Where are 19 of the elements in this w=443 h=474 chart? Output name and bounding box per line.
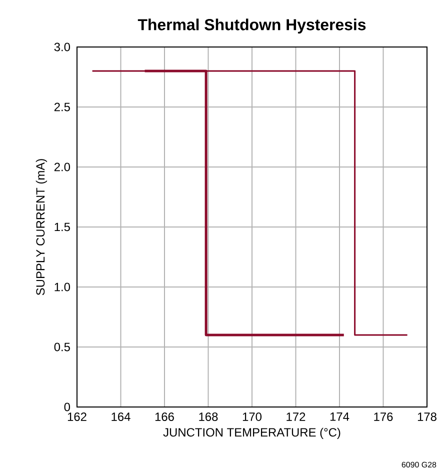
y-tick-label: 2.0: [54, 162, 70, 172]
y-tick-label: 3.0: [54, 42, 70, 52]
x-tick-label: 172: [286, 412, 306, 421]
x-tick-label: 178: [418, 412, 436, 421]
y-tick-label: 1.0: [54, 282, 70, 292]
x-tick-label: 166: [155, 412, 174, 421]
x-tick-label: 164: [112, 412, 130, 421]
y-tick-label: 2.5: [54, 102, 70, 112]
x-tick-label: 170: [242, 412, 262, 421]
x-tick-label: 162: [68, 412, 86, 421]
x-axis-title: JUNCTION TEMPERATURE (°C): [163, 428, 340, 439]
x-tick-label: 174: [330, 412, 350, 421]
x-tick-label: 168: [199, 412, 218, 421]
y-tick-label: 0.5: [54, 342, 70, 352]
y-axis-title: SUPPLY CURRENT (mA): [36, 159, 48, 296]
y-tick-label: 1.5: [54, 222, 70, 232]
x-tick-label: 176: [374, 412, 393, 421]
chart-title: Thermal Shutdown Hysteresis: [138, 18, 366, 34]
y-tick-label: 0: [64, 402, 70, 412]
